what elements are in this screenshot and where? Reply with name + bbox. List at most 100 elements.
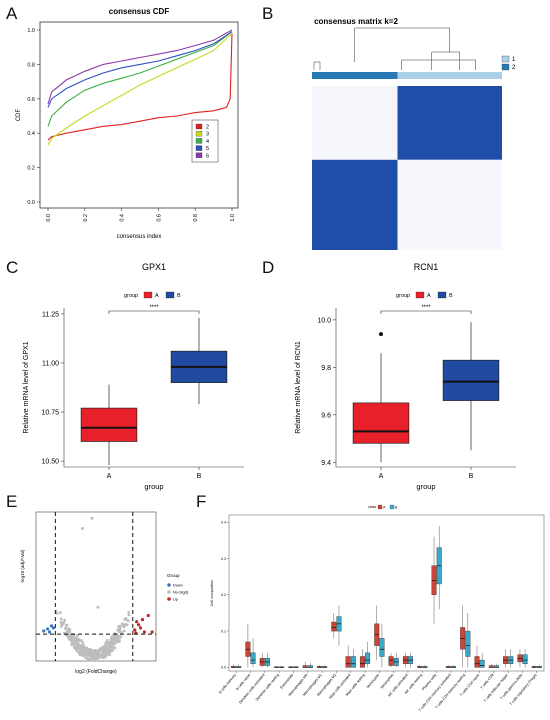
x-axis-label: group — [144, 482, 163, 491]
box-A — [474, 656, 480, 668]
cluster-bar-1 — [397, 72, 502, 79]
x-tick-label: 0.2 — [83, 214, 89, 222]
nosig-point — [81, 643, 85, 646]
box-B — [379, 638, 385, 657]
y-tick-label: 9.6 — [321, 412, 331, 419]
outlier-point — [379, 332, 383, 337]
dendrogram-branch — [354, 27, 450, 62]
nosig-point — [100, 647, 104, 651]
x-tick-label: 0.0 — [46, 214, 52, 222]
panel-letter-a: A — [6, 4, 18, 23]
nosig-point — [89, 657, 92, 660]
legend-label: 4 — [206, 139, 209, 145]
nosig-point — [83, 652, 87, 655]
nosig-point — [91, 650, 95, 654]
nosig-point — [72, 645, 76, 649]
up-point — [135, 620, 139, 624]
y-tick-label: 0.1 — [221, 629, 226, 633]
x-tick-label: A — [107, 473, 112, 480]
y-tick-label: 1.0 — [27, 28, 35, 34]
box-B — [442, 359, 500, 401]
nosig-point — [65, 623, 69, 627]
box-A — [359, 656, 365, 668]
matrix-block-low — [312, 86, 398, 160]
significance-label: **** — [421, 305, 431, 311]
dendrogram-branch — [431, 51, 460, 70]
legend-swatch — [195, 145, 203, 151]
nosig-point — [76, 634, 79, 637]
matrix-block-high — [312, 159, 398, 250]
nosig-point — [117, 625, 120, 628]
legend-label: A — [155, 293, 159, 299]
nosig-point — [104, 651, 107, 655]
y-axis-label: -log10 (adj.P.Val) — [20, 549, 25, 583]
cdf-line-k2 — [47, 33, 233, 141]
box-B — [522, 654, 528, 664]
x-tick-label: Dendritic cells activated — [238, 673, 265, 705]
nosig-point — [93, 650, 97, 654]
nosig-point — [92, 655, 95, 659]
x-tick-label: B — [197, 473, 202, 480]
legend-title: group — [124, 293, 138, 299]
y-tick-label: 10.75 — [41, 410, 59, 417]
nosig-point — [102, 656, 105, 660]
gpx1-boxplot: GPX1 group A B 10.50 10.75 11.00 11.25 Relative … — [23, 262, 244, 491]
nosig-point — [59, 620, 63, 624]
nosig-point — [96, 605, 100, 609]
y-tick-label: 9.4 — [321, 460, 331, 467]
x-tick-label: B cells memory — [218, 673, 237, 695]
nosig-point — [75, 648, 78, 652]
x-tick-label: A — [379, 473, 384, 480]
legend-label: 2 — [512, 65, 516, 71]
cdf-line-k5 — [47, 31, 233, 108]
legend-title: group — [396, 293, 410, 299]
x-tick-label: Eosinophils — [279, 673, 294, 690]
panel-letter-c: C — [6, 258, 19, 277]
cdf-line-k4 — [47, 31, 233, 127]
box-B — [465, 630, 471, 657]
significance-bracket — [380, 310, 472, 314]
nosig-point — [63, 618, 67, 622]
nosig-point — [89, 654, 93, 657]
y-tick-label: 9.8 — [321, 365, 331, 372]
down-point — [49, 624, 54, 628]
chart-title: GPX1 — [142, 262, 166, 272]
box-B — [479, 659, 485, 668]
nosig-point — [109, 648, 113, 652]
up-point — [138, 626, 143, 630]
down-point — [46, 627, 50, 631]
nosig-point — [90, 516, 94, 520]
legend-label: 1 — [512, 57, 516, 63]
chart-title: RCN1 — [414, 262, 439, 272]
nosig-point — [98, 653, 102, 656]
nosig-point — [117, 630, 121, 634]
legend-label: B — [449, 293, 453, 299]
legend-swatch — [501, 55, 510, 63]
y-tick-label: 10.0 — [317, 317, 331, 324]
nosig-point — [78, 645, 82, 648]
nosig-point — [67, 637, 71, 641]
up-point — [142, 630, 146, 634]
legend-label: Down — [173, 584, 183, 588]
x-tick-label: 0.8 — [193, 214, 199, 222]
legend-swatch — [195, 152, 203, 158]
nosig-point — [117, 635, 121, 638]
nosig-point — [64, 626, 68, 630]
legend-swatch — [389, 504, 395, 510]
nosig-point — [101, 645, 104, 649]
y-tick-label: 0.4 — [27, 131, 35, 137]
plot-frame — [35, 511, 157, 662]
nosig-point — [71, 637, 74, 641]
y-axis-label: Cell composition — [210, 580, 214, 606]
panel-letter-d: D — [262, 258, 275, 277]
nosig-point — [122, 629, 126, 633]
nosig-point — [96, 655, 100, 658]
nosig-point — [107, 642, 111, 645]
legend-label: A — [427, 293, 431, 299]
nosig-point — [103, 645, 107, 648]
down-point — [42, 629, 46, 633]
box-B — [365, 652, 371, 664]
box-A — [388, 656, 394, 666]
nosig-point — [127, 613, 131, 617]
significance-bracket — [108, 310, 200, 314]
